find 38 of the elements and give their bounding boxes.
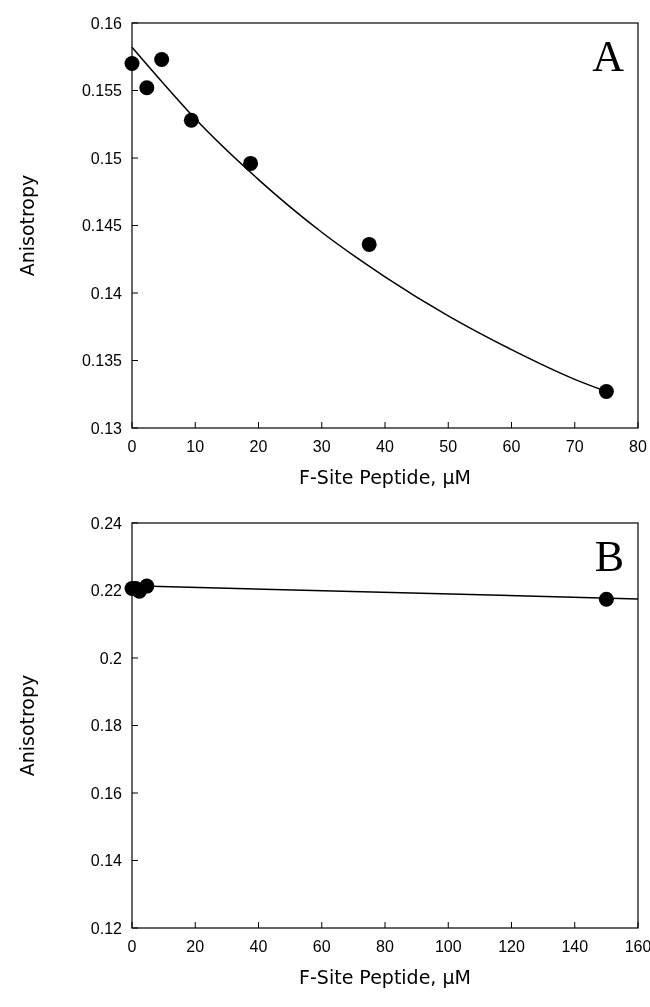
y-tick-label: 0.2 [99,649,123,667]
x-axis-title: F-Site Peptide, µM [299,966,471,988]
y-tick-label: 0.18 [90,717,123,735]
x-tick-label: 40 [376,438,394,455]
y-axis-title: Anisotropy [16,674,38,777]
y-tick-label: 0.16 [90,784,123,802]
x-tick-label: 10 [186,438,205,455]
x-tick-label: 60 [502,438,521,455]
y-tick-label: 0.145 [81,217,123,235]
x-tick-label: 0 [127,438,137,455]
x-tick-label: 120 [498,938,525,955]
y-tick-label: 0.13 [90,419,123,437]
y-tick-label: 0.12 [90,919,123,937]
y-tick-label: 0.155 [81,82,123,100]
annotation: B [594,532,624,581]
x-tick-label: 40 [249,938,268,955]
y-tick-label: 0.22 [90,582,123,600]
x-tick-label: 100 [434,938,462,955]
x-tick-label: 140 [561,938,589,955]
x-axis-title: F-Site Peptide, µM [299,466,471,488]
x-tick-label: 30 [312,438,331,455]
y-tick-label: 0.15 [90,149,123,167]
y-tick-label: 0.16 [90,14,123,32]
annotation: A [592,32,625,81]
x-tick-label: 60 [312,938,331,955]
y-axis-title: Anisotropy [16,174,38,277]
y-tick-label: 0.24 [90,514,123,532]
x-tick-label: 80 [376,938,394,955]
y-tick-label: 0.14 [90,284,123,302]
x-tick-label: 70 [565,438,584,455]
x-tick-label: 20 [249,438,268,455]
x-tick-label: 0 [127,938,137,955]
x-tick-label: 160 [624,938,650,955]
x-tick-label: 50 [439,438,458,455]
x-tick-label: 80 [629,438,647,455]
y-tick-label: 0.135 [81,352,123,370]
y-tick-label: 0.14 [90,852,123,870]
x-tick-label: 20 [186,938,205,955]
